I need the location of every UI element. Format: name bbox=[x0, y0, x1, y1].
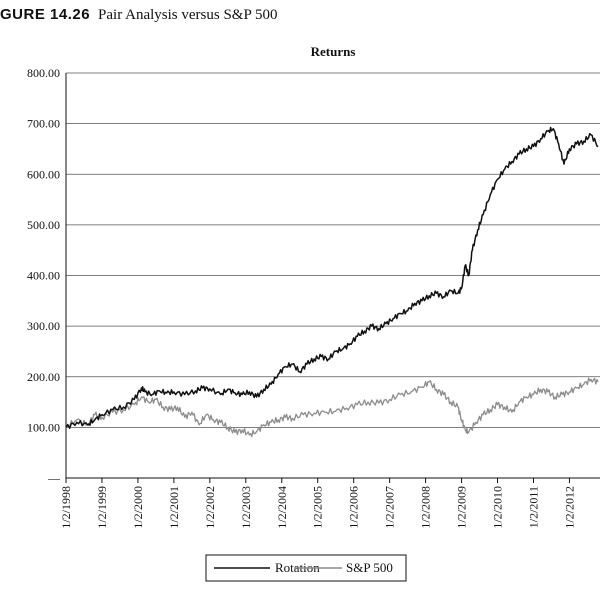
x-tick-label: 1/2/2008 bbox=[419, 486, 433, 529]
gridlines bbox=[66, 72, 600, 428]
x-tick-label: 1/2/2011 bbox=[526, 486, 540, 528]
y-axis: 800.00 700.00 600.00 500.00 400.00 300.00 200.… bbox=[27, 66, 67, 485]
y-tick-label: 600.00 bbox=[27, 167, 60, 181]
legend-label-sp500: S&P 500 bbox=[346, 560, 393, 575]
x-tick-label: 1/2/2012 bbox=[562, 486, 576, 529]
x-tick-label: 1/2/2010 bbox=[491, 486, 505, 529]
y-tick-label: 300.00 bbox=[27, 319, 60, 333]
y-tick-label: 100.00 bbox=[27, 420, 60, 434]
x-tick-label: 1/2/2004 bbox=[275, 486, 289, 529]
legend: Rotation S&P 500 bbox=[205, 554, 407, 582]
x-axis: 1/2/1998 1/2/1999 1/2/2000 1/2/2001 1/2/2002… bbox=[59, 477, 600, 529]
y-tick-label: 700.00 bbox=[27, 117, 60, 131]
x-tick-label: 1/2/2002 bbox=[203, 486, 217, 529]
x-tick-label: 1/2/2007 bbox=[383, 486, 397, 529]
series-lines bbox=[65, 126, 599, 438]
x-tick-label: 1/2/2005 bbox=[311, 486, 325, 529]
x-tick-label: 1/2/2009 bbox=[455, 486, 469, 529]
chart-title: Returns bbox=[311, 44, 356, 59]
x-tick-label: 1/2/1998 bbox=[59, 486, 73, 529]
figure-title: Pair Analysis versus S&P 500 bbox=[98, 7, 278, 23]
x-tick-label: 1/2/2001 bbox=[167, 486, 181, 529]
figure-label: GURE 14.26 bbox=[0, 6, 91, 23]
x-tick-label: 1/2/2006 bbox=[347, 486, 361, 529]
figure-caption: GURE 14.26 Pair Analysis versus S&P 500 bbox=[0, 6, 278, 24]
y-tick-label: — bbox=[47, 471, 61, 485]
x-tick-label: 1/2/2000 bbox=[131, 486, 145, 529]
y-tick-label: 400.00 bbox=[27, 269, 60, 283]
y-tick-label: 500.00 bbox=[27, 218, 60, 232]
x-tick-label: 1/2/1999 bbox=[95, 486, 109, 529]
series-line-rotation bbox=[65, 126, 599, 429]
y-tick-label: 200.00 bbox=[27, 370, 60, 384]
y-tick-label: 800.00 bbox=[27, 66, 60, 80]
x-tick-label: 1/2/2003 bbox=[239, 486, 253, 529]
series-line-sp500 bbox=[65, 377, 599, 438]
